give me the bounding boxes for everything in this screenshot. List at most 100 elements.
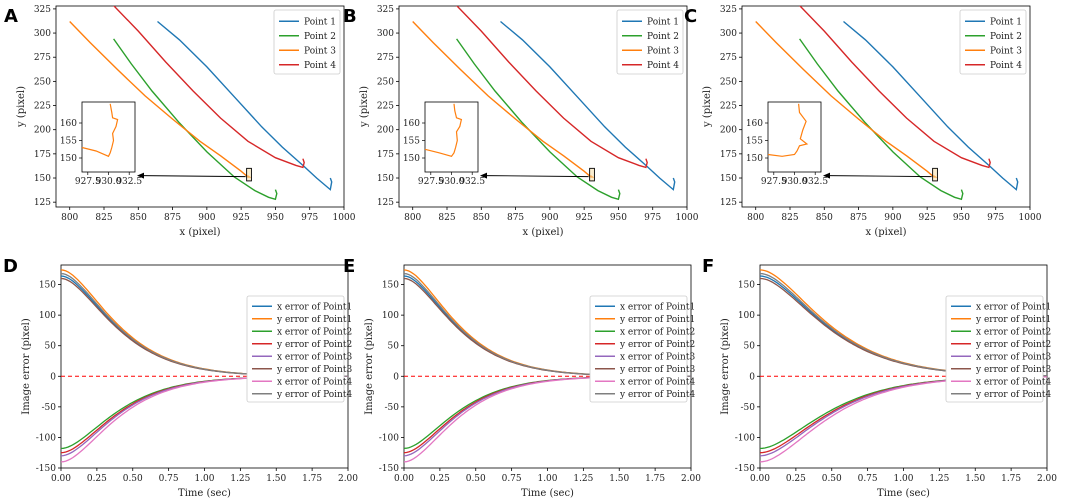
- x-tick-label: 1.50: [266, 474, 286, 484]
- inset-y-tick-label: 155: [746, 137, 763, 147]
- x-tick-label: 1.25: [230, 474, 250, 484]
- y-tick-label: 300: [34, 29, 51, 39]
- legend-label: x error of Point2: [277, 327, 352, 337]
- y-tick-label: 150: [39, 281, 56, 291]
- panel-letter: B: [343, 6, 357, 27]
- legend-label: y error of Point1: [619, 315, 695, 325]
- trajectory-point-2: [799, 38, 964, 201]
- legend-label: y error of Point2: [276, 340, 352, 350]
- inset-trajectory: [424, 103, 463, 157]
- legend-label: Point 1: [990, 17, 1022, 27]
- legend-label: x error of Point4: [277, 377, 352, 387]
- legend-label: y error of Point4: [619, 390, 695, 400]
- legend-label: x error of Point2: [620, 327, 695, 337]
- y-tick-label: 150: [34, 174, 51, 184]
- x-tick-label: 1.75: [1001, 474, 1021, 484]
- y-tick-label: -150: [379, 464, 399, 474]
- inset-x-tick-label: 927.5: [418, 177, 444, 187]
- trajectory-point-1: [843, 20, 1019, 191]
- x-tick-label: 1.50: [965, 474, 985, 484]
- y-tick-label: -150: [36, 464, 56, 474]
- legend-label: y error of Point2: [975, 340, 1051, 350]
- x-tick-label: 850: [130, 213, 147, 223]
- x-tick-label: 1.25: [929, 474, 949, 484]
- y-axis-label: Image error (pixel): [364, 318, 375, 415]
- y-tick-label: 325: [720, 5, 737, 15]
- y-tick-label: 175: [377, 150, 394, 160]
- x-tick-label: 825: [438, 213, 455, 223]
- y-tick-label: 225: [720, 102, 737, 112]
- legend-label: Point 4: [647, 61, 679, 71]
- y-axis-label: Image error (pixel): [720, 318, 731, 415]
- x-tick-label: 900: [884, 213, 901, 223]
- plot-frame: [398, 5, 688, 208]
- legend-label: x error of Point1: [620, 302, 695, 312]
- panel-letter: C: [684, 6, 697, 27]
- legend-box: [945, 295, 1044, 403]
- x-axis-label: x (pixel): [523, 227, 564, 238]
- y-tick-label: 200: [720, 126, 737, 136]
- x-tick-label: 0.75: [159, 474, 179, 484]
- x-tick-label: 800: [61, 213, 78, 223]
- y-tick-label: 0: [749, 372, 755, 382]
- legend-label: x error of Point4: [976, 377, 1051, 387]
- x-tick-label: 925: [919, 213, 936, 223]
- y-tick-label: -50: [741, 403, 756, 413]
- inset-frame: [81, 101, 136, 173]
- y-tick-label: 275: [34, 53, 51, 63]
- inset-x-tick-label: 927.5: [75, 177, 101, 187]
- x-tick-label: 800: [747, 213, 764, 223]
- legend-label: y error of Point3: [619, 365, 695, 375]
- x-tick-label: 925: [576, 213, 593, 223]
- y-tick-label: 125: [720, 198, 737, 208]
- y-tick-label: 225: [34, 102, 51, 112]
- x-tick-label: 1.00: [194, 474, 214, 484]
- legend-label: Point 2: [647, 32, 679, 42]
- y-tick-label: -50: [42, 403, 57, 413]
- panel-letter: D: [3, 256, 18, 277]
- y-tick-label: 50: [744, 342, 756, 352]
- trajectory-point-2: [113, 38, 278, 201]
- y-tick-label: 250: [34, 77, 51, 87]
- x-tick-label: 875: [850, 213, 867, 223]
- y-tick-label: 175: [720, 150, 737, 160]
- inset-y-tick-label: 160: [403, 119, 420, 129]
- panel-letter: A: [4, 6, 18, 27]
- zoom-region-box: [589, 167, 595, 182]
- panel-a: A 800 825 850 875 900 925 950 975 1000 125 150 175 20…: [4, 5, 356, 238]
- x-tick-label: 0.50: [822, 474, 842, 484]
- y-axis-label: y (pixel): [16, 86, 27, 128]
- trajectory-point-4: [113, 6, 305, 169]
- y-tick-label: -100: [36, 433, 56, 443]
- inset-y-tick-label: 150: [746, 154, 763, 164]
- legend-label: x error of Point1: [277, 302, 352, 312]
- y-tick-label: 125: [377, 198, 394, 208]
- legend-label: Point 3: [990, 46, 1022, 56]
- legend-label: Point 3: [647, 46, 679, 56]
- x-tick-label: 0.25: [430, 474, 450, 484]
- zoom-arrow-head: [823, 172, 830, 179]
- x-axis-label: Time (sec): [877, 488, 930, 499]
- x-tick-label: 2.00: [1037, 474, 1057, 484]
- y-tick-label: 200: [34, 126, 51, 136]
- trajectory-point-4: [799, 6, 991, 169]
- panel-e: E 0.00 0.25 0.50 0.75 1.00 1.25 1.50 1.75 2.00 -15…: [343, 256, 701, 499]
- x-tick-label: 925: [233, 213, 250, 223]
- inset-x-tick-label: 927.5: [761, 177, 787, 187]
- y-tick-label: -100: [735, 433, 755, 443]
- x-tick-label: 2.00: [338, 474, 358, 484]
- y-tick-label: 300: [720, 29, 737, 39]
- inset-frame: [424, 101, 479, 173]
- panel-letter: F: [702, 256, 714, 277]
- plot-frame: [741, 5, 1031, 208]
- x-tick-label: 950: [953, 213, 970, 223]
- y-tick-label: -100: [379, 433, 399, 443]
- y-tick-label: 50: [388, 342, 400, 352]
- x-tick-label: 1.00: [893, 474, 913, 484]
- inset-y-tick-label: 150: [403, 154, 420, 164]
- y-tick-label: 150: [382, 281, 399, 291]
- y-tick-label: 100: [738, 311, 755, 321]
- legend-label: y error of Point1: [276, 315, 352, 325]
- y-tick-label: 250: [720, 77, 737, 87]
